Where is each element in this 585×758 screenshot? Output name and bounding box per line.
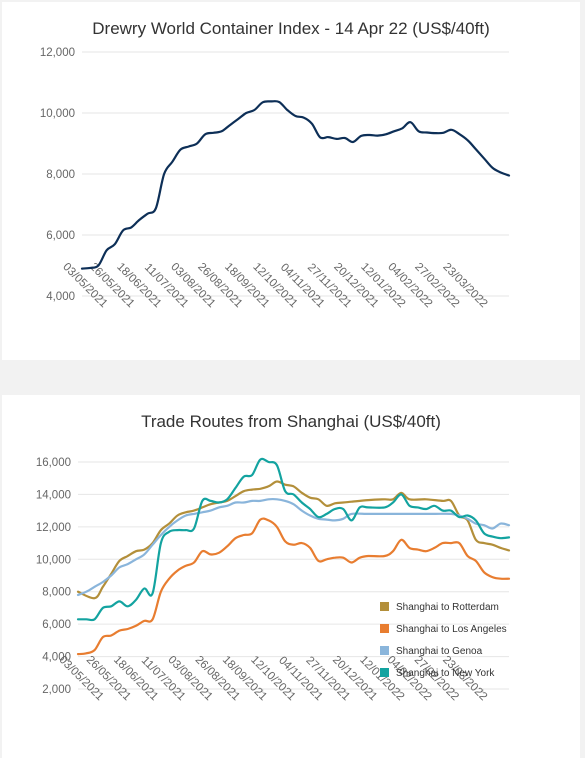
chart-title: Trade Routes from Shanghai (US$/40ft) [141, 412, 441, 431]
legend-label: Shanghai to Genoa [396, 646, 483, 657]
y-tick-label: 4,000 [46, 291, 75, 303]
y-tick-label: 12,000 [36, 522, 71, 534]
legend-swatch [380, 646, 389, 655]
chart-title: Drewry World Container Index - 14 Apr 22… [92, 19, 490, 38]
legend-label: Shanghai to Rotterdam [396, 602, 499, 613]
y-tick-label: 12,000 [40, 47, 75, 59]
y-tick-label: 10,000 [40, 108, 75, 120]
legend-swatch [380, 624, 389, 633]
chart-panel-world-index: Drewry World Container Index - 14 Apr 22… [2, 2, 580, 360]
chart-svg-trade-routes: 2,000 4,000 6,000 8,000 10,000 12,000 14,000 16… [36, 457, 511, 703]
series-line-shanghai-to-new-york [76, 457, 511, 622]
y-tick-label: 14,000 [36, 489, 71, 501]
series-line-shanghai-to-genoa [76, 497, 511, 597]
chart-svg-world-index: 4,0006,0008,00010,00012,00003/05/202126/… [40, 47, 511, 310]
series-line-series [80, 100, 511, 270]
y-tick-label: 6,000 [42, 619, 71, 631]
y-tick-label: 8,000 [42, 587, 71, 599]
y-tick-label: 6,000 [46, 230, 75, 242]
legend-label: Shanghai to Los Angeles [396, 624, 507, 635]
y-tick-label: 4,000 [42, 652, 71, 664]
y-tick-label: 8,000 [46, 169, 75, 181]
y-tick-label: 2,000 [42, 684, 71, 696]
y-tick-label: 16,000 [36, 457, 71, 469]
y-tick-label: 10,000 [36, 554, 71, 566]
legend-label: Shanghai to New York [396, 668, 495, 679]
legend-swatch [380, 602, 389, 611]
legend-swatch [380, 668, 389, 677]
chart-panel-trade-routes: Trade Routes from Shanghai (US$/40ft) 2,… [2, 395, 580, 758]
series-line-shanghai-to-rotterdam [76, 480, 511, 600]
series-line-shanghai-to-los-angeles [76, 517, 511, 656]
